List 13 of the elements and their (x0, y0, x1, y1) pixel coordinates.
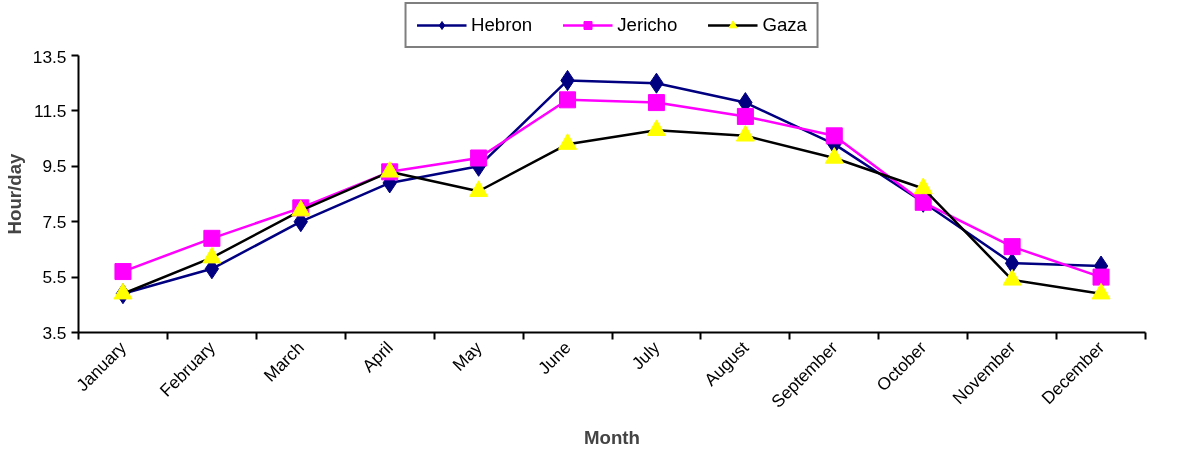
legend-label: Gaza (762, 14, 807, 36)
y-tick-label: 5.5 (42, 267, 67, 288)
y-tick-label: 11.5 (34, 100, 67, 121)
y-tick-label: 3.5 (42, 322, 67, 343)
x-tick-label: July (627, 337, 664, 374)
x-axis-title: Month (584, 426, 640, 448)
y-tick-label: 7.5 (42, 211, 67, 232)
y-axis-title: Hour/day (3, 152, 25, 235)
x-tick-label: May (448, 337, 486, 375)
legend-label: Jericho (617, 14, 678, 36)
y-tick-label: 13.5 (32, 46, 67, 67)
legend-label: Hebron (471, 14, 533, 36)
y-tick-label: 9.5 (42, 156, 67, 177)
